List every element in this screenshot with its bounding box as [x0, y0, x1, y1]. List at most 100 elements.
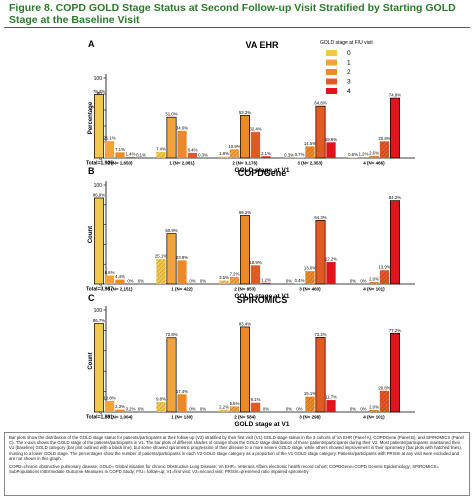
bar-value-label: 5.5% [230, 401, 240, 406]
bar [240, 215, 251, 285]
bar [115, 409, 125, 412]
bar [261, 282, 271, 284]
bar-value-label: 86.7% [93, 318, 105, 323]
bar-value-label: 9.8% [156, 397, 166, 402]
bar-value-label: 0.7% [295, 152, 305, 157]
bar-value-label: 0.3% [284, 152, 294, 157]
bar [240, 326, 251, 413]
bar [240, 115, 251, 159]
bar [104, 141, 115, 158]
bar-value-label: 0% [350, 407, 356, 412]
legend-swatch [326, 50, 337, 56]
bar-value-label: 0% [360, 279, 366, 284]
bar-value-label: 0% [360, 407, 366, 412]
bar-value-label: 2.1% [261, 151, 271, 156]
bar [250, 265, 261, 284]
caption-paragraph: Bar plots show the distribution of the G… [9, 435, 464, 461]
bar-value-label: 0% [138, 279, 144, 284]
bar-value-label: 15.1% [304, 391, 316, 396]
x-axis-title: GOLD stage at V1 [235, 293, 290, 300]
bar-value-label: 86.9% [93, 192, 105, 197]
legend-label: 3 [347, 79, 351, 86]
bar [326, 262, 336, 284]
bar-hatch [219, 156, 229, 158]
bar [250, 132, 261, 158]
bar-hatch [229, 276, 240, 284]
bar-value-label: 1.4% [126, 151, 136, 156]
bar-value-label: 18.9% [249, 260, 261, 265]
x-tick-label: 2 (N= 584) [234, 415, 256, 420]
x-tick-label: 1 (N= 2,081) [169, 161, 195, 166]
bar [115, 279, 125, 284]
bar-hatch [229, 406, 240, 412]
x-tick-label: 0 (N= 1,650) [107, 161, 133, 166]
bar-value-label: 1.2% [261, 277, 271, 282]
bar-value-label: 0% [263, 407, 269, 412]
bar-value-label: 50.9% [165, 228, 177, 233]
bar-value-label: 23.9% [176, 255, 188, 260]
bar-value-label: 0% [189, 279, 195, 284]
bar-value-label: 2.0% [369, 277, 379, 282]
bar [166, 337, 177, 413]
bar-value-label: 69.2% [239, 210, 251, 215]
charts-figure: AVA EHR020406080100Percentage79.4%21.1%7… [86, 39, 415, 428]
bar [250, 402, 261, 412]
bar-value-label: 53.2% [239, 110, 251, 115]
bar-value-label: 4.4% [115, 274, 125, 279]
bar [315, 219, 326, 285]
total-count: Total=1,926 [86, 161, 113, 167]
x-tick-label: 0 (N= 1,004) [107, 415, 133, 420]
bar [115, 152, 125, 158]
bar-value-label: 77.2% [389, 328, 401, 333]
x-tick-label: 3 (N= 460) [299, 287, 321, 292]
bar [315, 105, 326, 159]
x-tick-label: 4 (N= 101) [363, 415, 385, 420]
bar [177, 130, 187, 158]
bar [104, 400, 115, 412]
bar-value-label: 0% [296, 407, 302, 412]
bar [187, 152, 198, 158]
bar-value-label: 74.9% [389, 93, 401, 98]
y-tick-label: 0 [99, 410, 102, 416]
bar-value-label: 2.2% [219, 404, 229, 409]
x-tick-label: 2 (N= 853) [234, 287, 256, 292]
bar-value-label: 0.1% [136, 152, 146, 157]
bar-value-label: 20.8% [378, 385, 390, 390]
x-tick-label: 3 (N= 298) [299, 415, 321, 420]
bar [125, 156, 136, 158]
bar-value-label: 9.1% [251, 397, 261, 402]
bar-value-label: 0% [350, 279, 356, 284]
bar-hatch [305, 396, 315, 412]
bar-value-label: 0% [286, 407, 292, 412]
bar-value-label: 0.6% [348, 152, 358, 157]
y-axis-label: Count [88, 352, 94, 369]
bar-hatch [219, 280, 229, 284]
y-axis-label: Percentage [88, 101, 94, 134]
bar-value-label: 0% [200, 279, 206, 284]
bar-hatch [358, 157, 369, 158]
bar-value-label: 17.4% [176, 389, 188, 394]
bar-hatch [379, 270, 390, 284]
y-tick-label: 100 [94, 183, 103, 189]
bar-value-label: 2.0% [369, 404, 379, 409]
bar-value-label: 7.1% [115, 147, 125, 152]
bar-value-label: 0% [127, 279, 133, 284]
figure-title: Figure 8. COPD GOLD Stage Status at Seco… [9, 2, 464, 26]
bar-value-label: 0.2% [126, 406, 136, 411]
panel-letter: B [88, 166, 95, 176]
bar-value-label: 0% [286, 279, 292, 284]
bar-hatch [369, 409, 379, 412]
bar-value-label: 34.0% [176, 125, 188, 130]
legend-swatch [326, 78, 337, 85]
x-tick-label: 3 (N= 2,353) [297, 161, 323, 166]
legend-label: 1 [347, 60, 351, 67]
bar-hatch [379, 390, 390, 412]
panel-title: COPDGene [238, 168, 287, 178]
y-tick-label: 100 [94, 76, 103, 82]
bar [93, 197, 104, 285]
total-count: Total=3,987 [86, 287, 113, 293]
bar-value-label: 0% [189, 407, 195, 412]
legend-swatch [326, 59, 337, 66]
bar [390, 97, 401, 159]
bar-value-label: 1.8% [219, 151, 229, 156]
